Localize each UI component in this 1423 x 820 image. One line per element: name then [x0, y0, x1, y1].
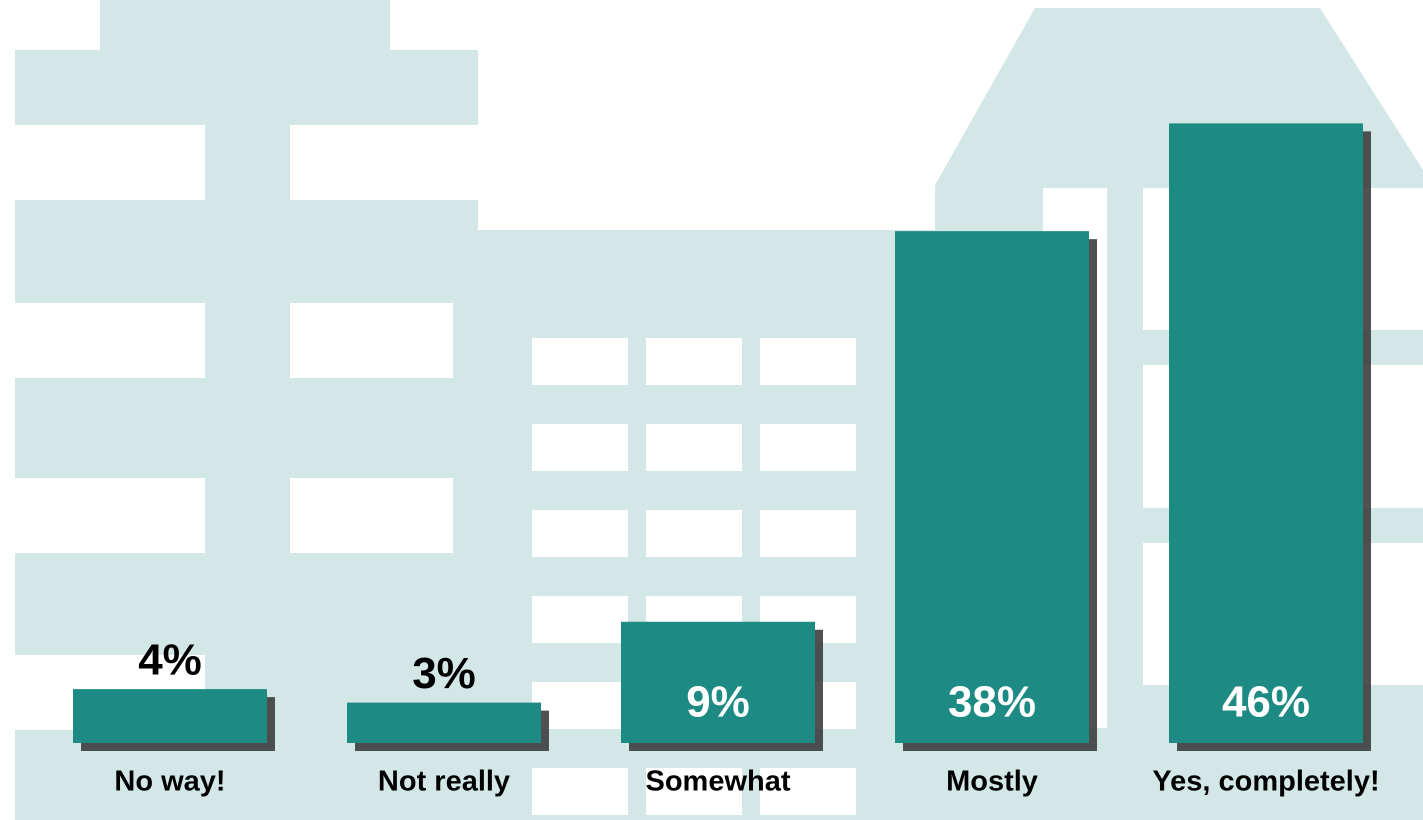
- category-label: Not really: [378, 766, 510, 798]
- category-label: Mostly: [946, 766, 1038, 798]
- bar: [895, 231, 1089, 743]
- value-label: 38%: [948, 678, 1036, 727]
- bar: [347, 702, 541, 743]
- value-label: 3%: [412, 649, 476, 698]
- value-label: 4%: [138, 636, 202, 685]
- bar: [621, 621, 815, 743]
- category-label: No way!: [114, 766, 225, 798]
- bar: [73, 689, 267, 743]
- category-label: Somewhat: [645, 766, 790, 798]
- category-label: Yes, completely!: [1152, 766, 1379, 798]
- bar: [1169, 123, 1363, 743]
- value-label: 9%: [686, 678, 750, 727]
- value-label: 46%: [1222, 678, 1310, 727]
